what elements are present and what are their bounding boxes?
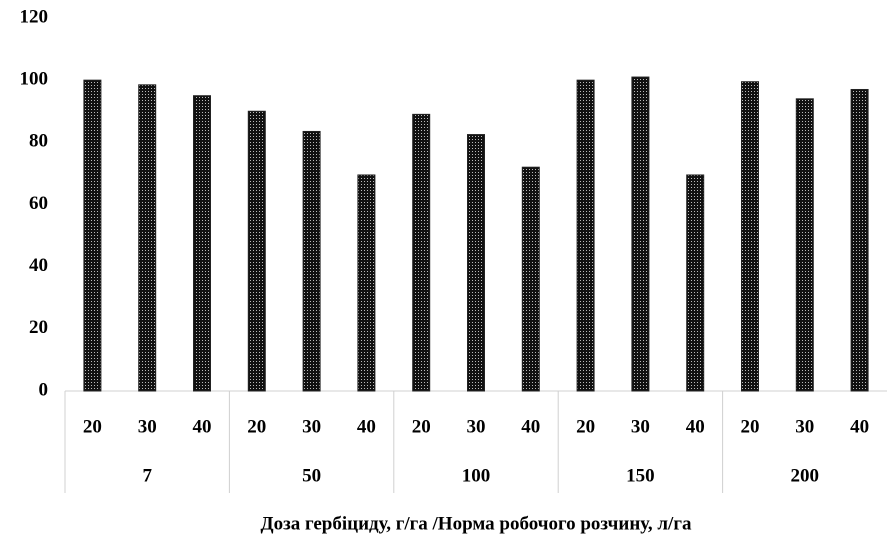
x-tick-label: 30 <box>795 416 814 437</box>
x-tick-label: 30 <box>467 416 486 437</box>
bar <box>850 88 869 392</box>
x-tick-label: 20 <box>576 416 595 437</box>
x-tick-label: 40 <box>193 416 212 437</box>
x-tick-label: 40 <box>686 416 705 437</box>
bar <box>357 174 376 392</box>
bar <box>412 113 431 392</box>
x-tick-label: 40 <box>850 416 869 437</box>
x-tick-label: 30 <box>631 416 650 437</box>
group-label: 7 <box>142 465 152 486</box>
y-tick-label: 60 <box>29 193 48 214</box>
x-tick-label: 40 <box>357 416 376 437</box>
bar <box>302 130 321 392</box>
bar <box>686 174 705 392</box>
bar <box>741 81 759 392</box>
x-tick-label: 20 <box>247 416 266 437</box>
bar <box>138 84 157 392</box>
bar <box>576 79 595 392</box>
y-tick-label: 80 <box>29 131 48 152</box>
bar <box>193 95 211 392</box>
x-tick-label: 20 <box>83 416 102 437</box>
bar <box>521 166 540 392</box>
x-tick-label: 20 <box>741 416 760 437</box>
y-tick-label: 100 <box>20 69 49 90</box>
x-tick-label: 40 <box>521 416 540 437</box>
bar <box>247 110 266 392</box>
group-label: 50 <box>302 465 321 486</box>
y-tick-label: 120 <box>20 6 49 27</box>
x-tick-label: 20 <box>412 416 431 437</box>
group-label: 100 <box>462 465 491 486</box>
bar <box>467 134 485 392</box>
y-tick-label: 0 <box>39 379 49 400</box>
bar <box>631 76 650 392</box>
bar <box>795 98 814 392</box>
y-tick-label: 20 <box>29 317 48 338</box>
bar <box>83 79 102 392</box>
group-label: 200 <box>791 465 820 486</box>
group-label: 150 <box>626 465 655 486</box>
x-tick-label: 30 <box>302 416 321 437</box>
y-tick-label: 40 <box>29 255 48 276</box>
x-tick-label: 30 <box>138 416 157 437</box>
x-axis-title: Доза гербіциду, г/га /Норма робочого роз… <box>261 513 692 534</box>
